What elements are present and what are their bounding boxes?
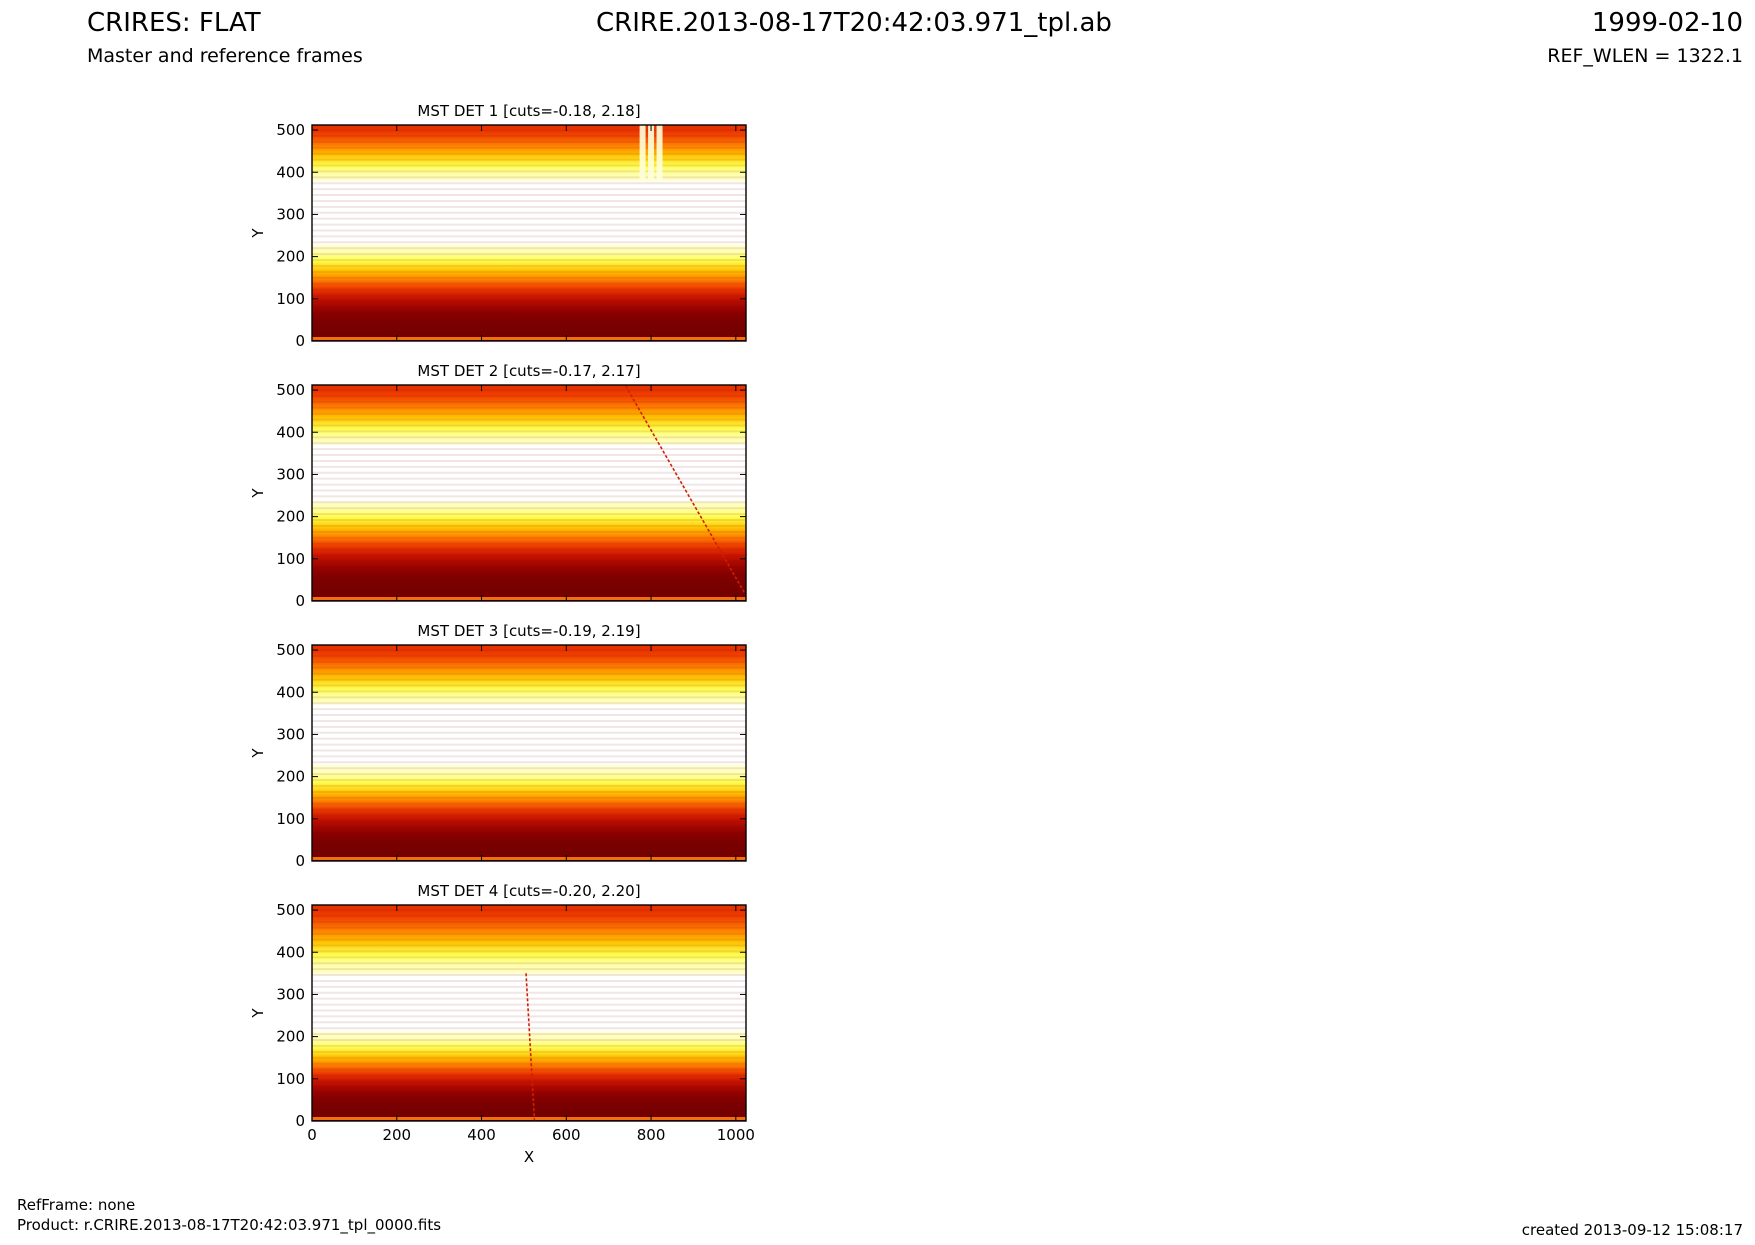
ref-wlen: REF_WLEN = 1322.1 <box>1547 45 1743 67</box>
y-tick-label: 0 <box>295 852 305 870</box>
y-tick-label: 100 <box>276 550 305 568</box>
x-tick-label: 200 <box>382 1126 411 1144</box>
y-axis-label: Y <box>249 228 267 239</box>
bright-column <box>639 125 646 181</box>
y-tick-label: 400 <box>276 163 305 181</box>
plot-title: MST DET 4 [cuts=-0.20, 2.20] <box>417 882 640 900</box>
y-tick-label: 0 <box>295 332 305 350</box>
plot-title: MST DET 2 [cuts=-0.17, 2.17] <box>417 362 640 380</box>
y-tick-label: 200 <box>276 768 305 786</box>
x-tick-label: 800 <box>637 1126 666 1144</box>
det-plot-1: MST DET 1 [cuts=-0.18, 2.18] 0 100 200 300 40… <box>249 102 747 350</box>
file-name: CRIRE.2013-08-17T20:42:03.971_tpl.ab <box>596 8 1112 38</box>
plot-title: MST DET 1 [cuts=-0.18, 2.18] <box>417 102 640 120</box>
y-axis-label: Y <box>249 748 267 759</box>
y-tick-label: 400 <box>276 423 305 441</box>
report-title: CRIRES: FLAT <box>87 8 261 38</box>
x-tick-label: 600 <box>552 1126 581 1144</box>
y-tick-label: 0 <box>295 592 305 610</box>
created-note: created 2013-09-12 15:08:17 <box>1521 1221 1743 1239</box>
det-image <box>312 125 746 341</box>
y-tick-label: 400 <box>276 683 305 701</box>
x-tick-label: 1000 <box>717 1126 755 1144</box>
y-axis-label: Y <box>249 1008 267 1019</box>
bright-column <box>648 125 655 181</box>
plot-frame <box>311 384 747 602</box>
plot-frame <box>311 904 747 1122</box>
det-image <box>312 385 746 601</box>
y-tick-label: 100 <box>276 1070 305 1088</box>
y-tick-label: 500 <box>276 901 305 919</box>
y-tick-label: 400 <box>276 943 305 961</box>
refframe-note: RefFrame: none <box>17 1196 136 1214</box>
y-tick-label: 200 <box>276 248 305 266</box>
y-tick-label: 500 <box>276 121 305 139</box>
det-image <box>312 645 746 861</box>
det-image <box>312 905 746 1121</box>
y-tick-label: 100 <box>276 810 305 828</box>
det-plot-3: MST DET 3 [cuts=-0.19, 2.19] 0 100 200 300 40… <box>249 622 747 870</box>
x-tick-label: 0 <box>307 1126 317 1144</box>
plot-title: MST DET 3 [cuts=-0.19, 2.19] <box>417 622 640 640</box>
det-plot-2: MST DET 2 [cuts=-0.17, 2.17] 0 100 200 300 40… <box>249 362 747 610</box>
plot-frame <box>311 124 747 342</box>
y-tick-label: 300 <box>276 465 305 483</box>
x-axis-label: X <box>524 1148 534 1166</box>
observation-date: 1999-02-10 <box>1591 8 1743 38</box>
y-tick-label: 0 <box>295 1112 305 1130</box>
y-tick-label: 300 <box>276 725 305 743</box>
x-tick-label: 400 <box>467 1126 496 1144</box>
y-tick-label: 200 <box>276 1028 305 1046</box>
y-tick-label: 300 <box>276 985 305 1003</box>
y-tick-label: 500 <box>276 381 305 399</box>
y-tick-label: 200 <box>276 508 305 526</box>
y-tick-label: 500 <box>276 641 305 659</box>
product-note: Product: r.CRIRE.2013-08-17T20:42:03.971… <box>17 1216 442 1234</box>
det-plot-4: MST DET 4 [cuts=-0.20, 2.20] 0 100 200 300 40… <box>249 882 755 1166</box>
plot-frame <box>311 644 747 862</box>
y-tick-label: 300 <box>276 205 305 223</box>
y-axis-label: Y <box>249 488 267 499</box>
y-tick-label: 100 <box>276 290 305 308</box>
report-subtitle: Master and reference frames <box>87 45 363 67</box>
bright-column <box>656 125 663 181</box>
